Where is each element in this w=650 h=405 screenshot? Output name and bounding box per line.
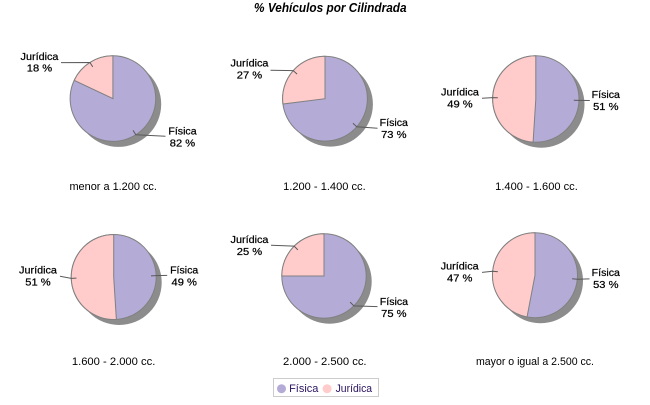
svg-text:18 %: 18 %	[27, 64, 53, 75]
svg-text:Física: Física	[168, 127, 197, 138]
svg-text:73 %: 73 %	[381, 130, 407, 141]
svg-text:% Vehículos por Cilindrada: % Vehículos por Cilindrada	[254, 1, 407, 15]
svg-text:1.600 - 2.000 cc.: 1.600 - 2.000 cc.	[72, 356, 156, 368]
svg-text:75 %: 75 %	[381, 309, 407, 320]
svg-text:Jurídica: Jurídica	[441, 87, 479, 98]
svg-text:49 %: 49 %	[172, 277, 198, 288]
svg-text:Jurídica: Jurídica	[19, 265, 57, 276]
svg-text:menor a 1.200 cc.: menor a 1.200 cc.	[69, 181, 157, 193]
svg-text:Física: Física	[289, 383, 319, 395]
svg-text:1.400 - 1.600 cc.: 1.400 - 1.600 cc.	[495, 181, 578, 193]
svg-text:Jurídica: Jurídica	[441, 261, 479, 272]
svg-text:mayor o igual a 2.500 cc.: mayor o igual a 2.500 cc.	[476, 356, 594, 368]
svg-text:82 %: 82 %	[170, 139, 196, 150]
svg-text:1.200 - 1.400 cc.: 1.200 - 1.400 cc.	[283, 181, 366, 193]
svg-text:Física: Física	[380, 297, 409, 308]
svg-text:25 %: 25 %	[237, 247, 263, 258]
svg-text:53 %: 53 %	[593, 280, 619, 291]
svg-text:Jurídica: Jurídica	[231, 59, 269, 70]
svg-text:Jurídica: Jurídica	[231, 235, 269, 246]
svg-text:Jurídica: Jurídica	[21, 52, 59, 63]
svg-text:27 %: 27 %	[237, 71, 263, 82]
svg-text:51 %: 51 %	[593, 102, 619, 113]
svg-text:Física: Física	[380, 118, 409, 129]
svg-text:Física: Física	[592, 90, 621, 101]
svg-text:Física: Física	[170, 265, 199, 276]
svg-text:47 %: 47 %	[447, 273, 473, 284]
svg-text:Física: Física	[592, 268, 621, 279]
svg-text:Jurídica: Jurídica	[336, 383, 373, 395]
svg-text:51 %: 51 %	[25, 277, 51, 288]
svg-text:2.000 - 2.500 cc.: 2.000 - 2.500 cc.	[283, 356, 367, 368]
svg-text:49 %: 49 %	[447, 99, 473, 110]
